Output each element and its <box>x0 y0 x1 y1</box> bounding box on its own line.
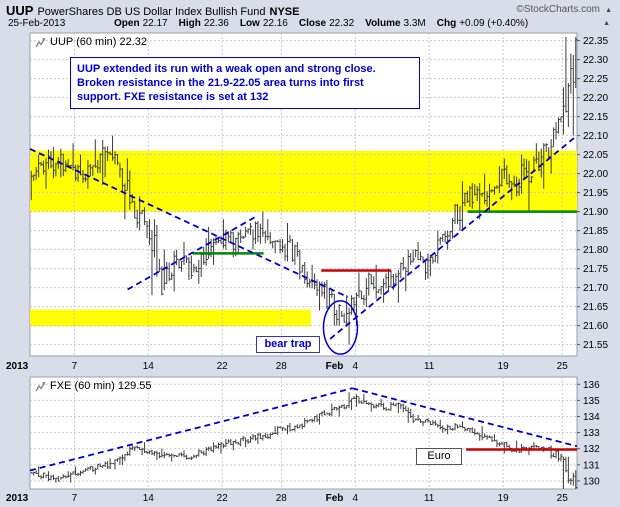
x-axis-label: 14 <box>143 493 155 504</box>
y-axis-label: 135 <box>583 396 600 407</box>
price-bars <box>30 392 578 489</box>
close-label: Close <box>298 18 327 29</box>
exchange-label: NYSE <box>269 6 300 18</box>
low-value: 22.16 <box>262 18 288 29</box>
y-axis-label: 21.65 <box>583 302 608 313</box>
y-axis-label: 22.30 <box>583 55 608 66</box>
bear-trap-ellipse <box>322 300 359 355</box>
y-axis-label: 22.15 <box>583 112 608 123</box>
change-value: +0.09 (+0.40%) <box>459 18 529 29</box>
x-axis-label: 25 <box>557 493 569 504</box>
x-axis-label: 7 <box>72 493 78 504</box>
y-axis-label: 131 <box>583 460 600 471</box>
y-axis-label: 22.20 <box>583 93 608 104</box>
x-axis-label: Feb <box>326 361 344 372</box>
y-axis-label: 130 <box>583 476 600 487</box>
x-axis-label: 19 <box>498 361 510 372</box>
y-axis-label: 21.70 <box>583 283 608 294</box>
y-axis-label: 22.25 <box>583 74 608 85</box>
analyst-note-line: Broken resistance in the 21.9-22.05 area… <box>77 77 364 89</box>
analyst-note-line: support. FXE resistance is set at 132 <box>77 91 269 103</box>
x-axis-label: 28 <box>276 361 288 372</box>
analyst-note-line: UUP extended its run with a weak open an… <box>77 63 376 75</box>
x-axis-label: 2013 <box>6 493 29 504</box>
uup-panel-title: UUP (60 min) 22.32 <box>50 36 148 48</box>
stockcharts-credit: ©StockCharts.com <box>516 4 600 15</box>
x-axis-label: 14 <box>143 361 155 372</box>
y-axis-label: 136 <box>583 380 600 391</box>
euro-callout: Euro <box>416 448 462 465</box>
up-arrow-icon: ▲ <box>603 20 610 27</box>
y-axis-label: 132 <box>583 444 600 455</box>
x-axis-label: 22 <box>217 493 229 504</box>
ticker-symbol: UUP <box>6 3 34 18</box>
y-axis-label: 22.05 <box>583 150 608 161</box>
y-axis-label: 21.55 <box>583 340 608 351</box>
y-axis-label: 21.85 <box>583 226 608 237</box>
quote-date: 25-Feb-2013 <box>8 18 66 29</box>
sharpchart-icon <box>35 381 46 391</box>
trendline <box>352 387 578 448</box>
y-axis-label: 22.35 <box>583 36 608 47</box>
x-axis-label: 28 <box>276 493 288 504</box>
x-axis-label: 25 <box>557 361 569 372</box>
y-axis-label: 134 <box>583 412 600 423</box>
y-axis-label: 21.75 <box>583 264 608 275</box>
fxe-panel-label: FXE (60 min) 129.55 <box>35 380 152 392</box>
high-label: High <box>178 18 201 29</box>
y-axis-label: 21.95 <box>583 188 608 199</box>
low-label: Low <box>239 18 260 29</box>
volume-label: Volume <box>365 18 401 29</box>
y-axis-label: 22.10 <box>583 131 608 142</box>
fund-name: PowerShares DB US Dollar Index Bullish F… <box>37 6 266 18</box>
x-axis-label: 11 <box>424 493 435 504</box>
trendline <box>127 216 256 291</box>
fxe-panel-title: FXE (60 min) 129.55 <box>50 380 152 392</box>
quote-bar: 25-Feb-2013 Open 22.17 High 22.36 Low 22.16 Clo… <box>8 18 612 31</box>
y-axis-label: 21.80 <box>583 245 608 256</box>
sharpchart-icon <box>35 37 46 47</box>
close-value: 22.32 <box>329 18 355 29</box>
trendline <box>329 134 578 340</box>
x-axis-label: 11 <box>424 361 435 372</box>
x-axis-label: 22 <box>217 361 229 372</box>
y-axis-label: 21.90 <box>583 207 608 218</box>
open-label: Open <box>114 18 140 29</box>
change-label: Chg <box>436 18 457 29</box>
trendline <box>29 387 353 472</box>
high-value: 22.36 <box>203 18 229 29</box>
analyst-note: UUP extended its run with a weak open an… <box>70 57 420 109</box>
x-axis-label: Feb <box>326 493 344 504</box>
x-axis-label: 2013 <box>6 361 29 372</box>
x-axis-label: 4 <box>352 493 358 504</box>
volume-value: 3.3M <box>403 18 426 29</box>
x-axis-label: 4 <box>352 361 358 372</box>
up-arrow-icon: ▲ <box>605 7 612 14</box>
bear-trap-callout: bear trap <box>256 336 320 353</box>
fxe-price-panel: 136 135 134 133 132 131 130 2013 7 14 22 28 Feb 4 11 19… <box>6 376 600 504</box>
price-bars <box>30 36 578 345</box>
x-axis-label: 19 <box>498 493 510 504</box>
x-axis-label: 7 <box>72 361 78 372</box>
y-axis-label: 21.60 <box>583 321 608 332</box>
trendline <box>29 148 349 298</box>
y-axis-label: 22.00 <box>583 169 608 180</box>
chart-header: UUP PowerShares DB US Dollar Index Bullis… <box>6 3 614 18</box>
open-value: 22.17 <box>142 18 168 29</box>
highlight-band <box>30 150 577 212</box>
highlight-band <box>30 309 311 327</box>
uup-panel-label: UUP (60 min) 22.32 <box>35 36 147 48</box>
y-axis-label: 133 <box>583 428 600 439</box>
